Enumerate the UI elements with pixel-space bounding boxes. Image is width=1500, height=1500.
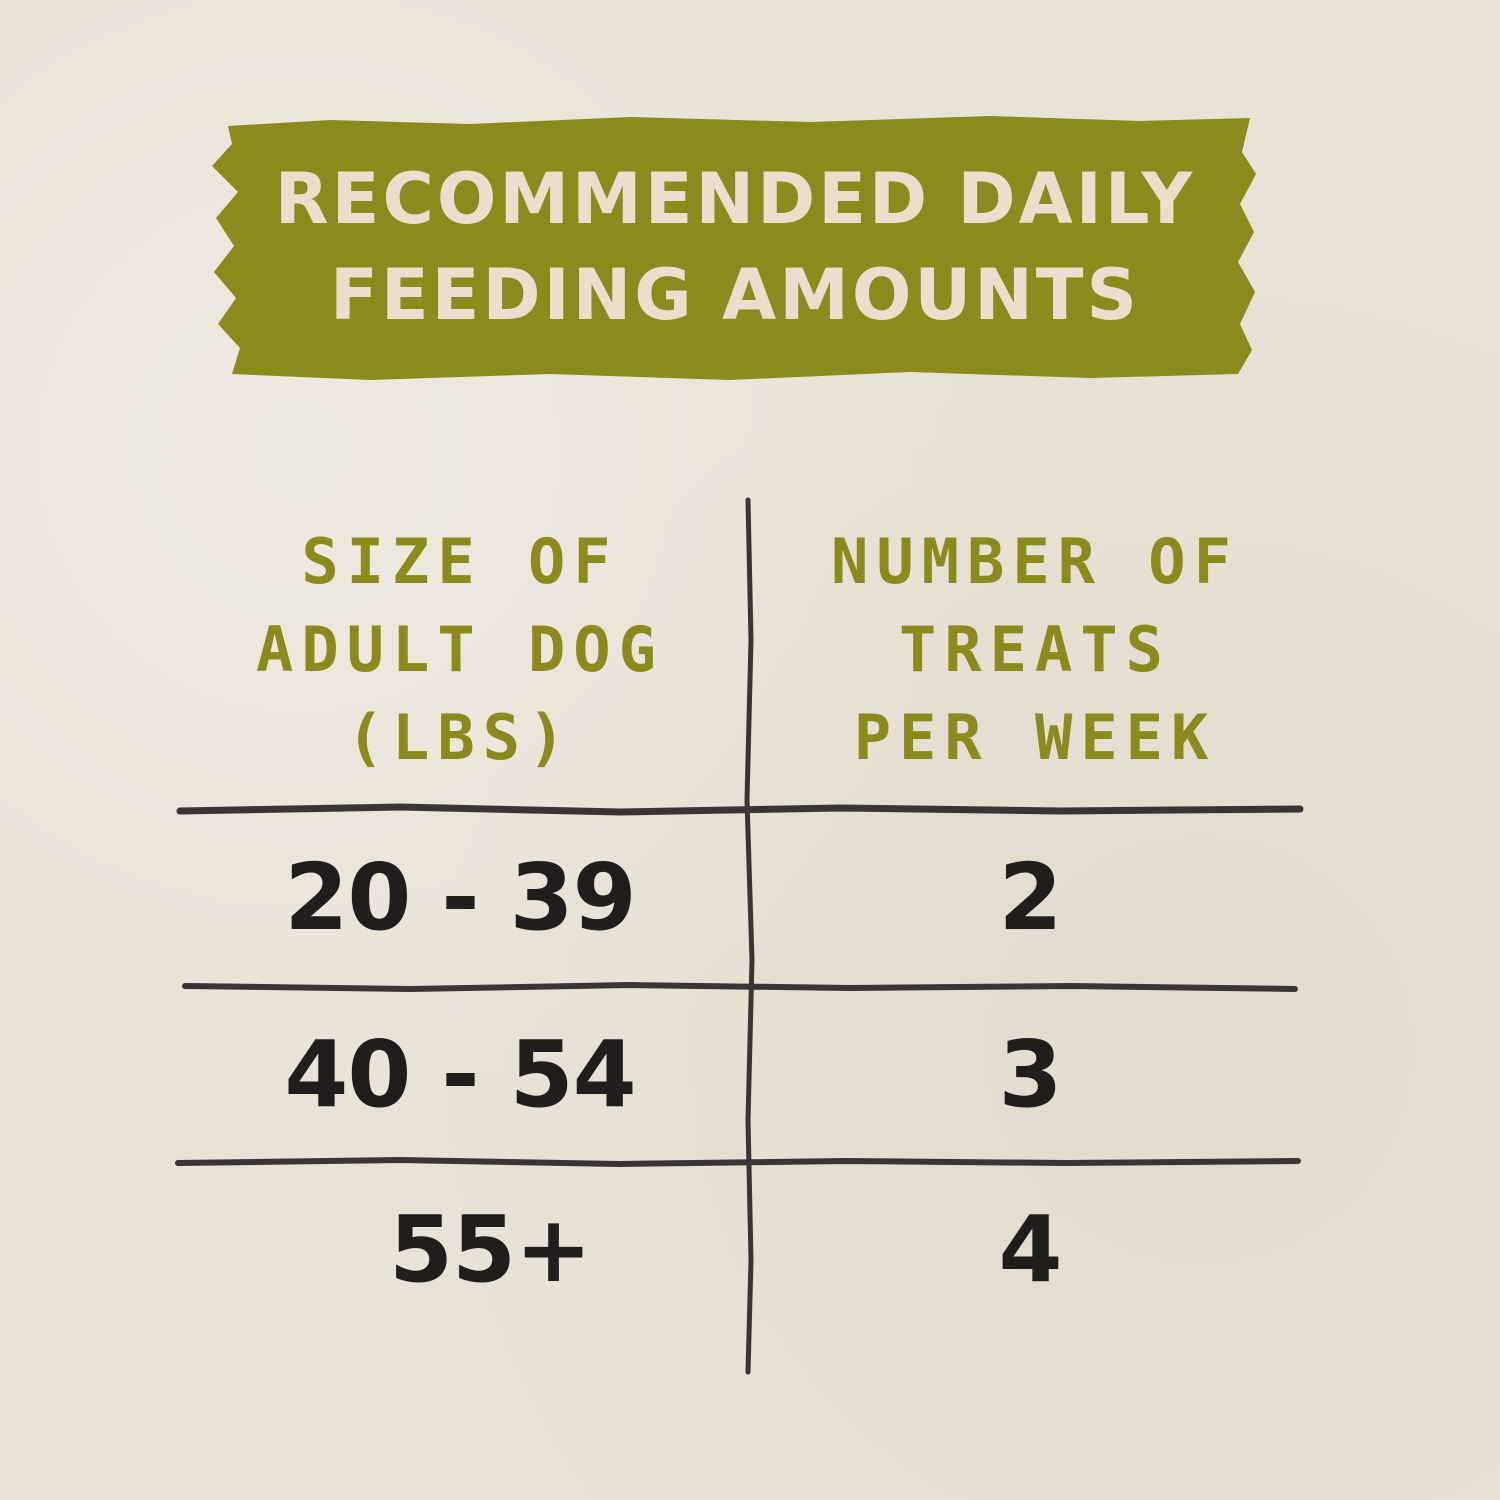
table-row-treats: 2 [998, 844, 1062, 951]
column-header-size: SIZE OF ADULT DOG (LBS) [215, 518, 705, 782]
brush-stroke-shape [212, 116, 1256, 380]
column-header-treats-line: PER WEEK [853, 701, 1217, 774]
column-header-treats-line: NUMBER OF [831, 525, 1239, 598]
table-row-treats: 4 [998, 1196, 1062, 1303]
table-row-size: 20 - 39 [284, 844, 636, 951]
column-header-size-line: ADULT DOG [256, 613, 664, 686]
title-line-2: FEEDING AMOUNTS [330, 254, 1140, 336]
table-row-size: 40 - 54 [284, 1021, 636, 1128]
row-divider-1 [182, 981, 1298, 993]
title-banner: RECOMMENDED DAILY FEEDING AMOUNTS [210, 112, 1260, 382]
title: RECOMMENDED DAILY FEEDING AMOUNTS [210, 112, 1260, 382]
column-header-size-line: (LBS) [346, 701, 574, 774]
header-divider [176, 803, 1304, 816]
vertical-divider [744, 497, 755, 1375]
column-header-size-line: SIZE OF [301, 525, 619, 598]
table-row-treats: 3 [998, 1021, 1062, 1128]
column-header-treats: NUMBER OF TREATS PER WEEK [790, 518, 1280, 782]
table-row-size: 55+ [388, 1196, 592, 1303]
title-line-1: RECOMMENDED DAILY [274, 158, 1196, 240]
row-divider-2 [175, 1156, 1301, 1168]
column-header-treats-line: TREATS [899, 613, 1171, 686]
